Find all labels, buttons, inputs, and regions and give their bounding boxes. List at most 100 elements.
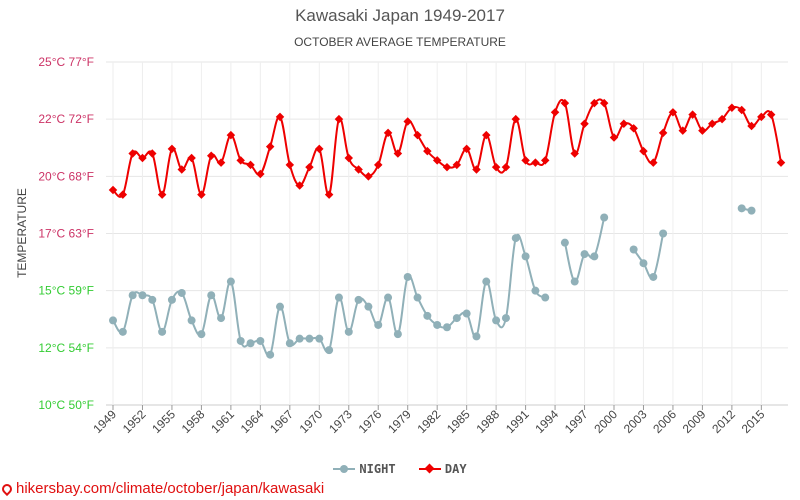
x-tick-label: 2009: [680, 407, 709, 436]
data-point-day: [393, 149, 403, 158]
y-tick-label: 17°C 63°F: [38, 227, 94, 241]
data-point-night: [482, 277, 491, 286]
data-point-day: [580, 119, 589, 128]
data-point-day: [206, 151, 216, 160]
data-point-night: [364, 302, 373, 311]
data-point-day: [531, 158, 540, 167]
x-tick-label: 1982: [415, 407, 444, 436]
data-point-night: [226, 277, 235, 286]
data-point-night: [138, 291, 147, 300]
data-point-night: [413, 293, 422, 302]
y-tick-label: 25°C 77°F: [38, 55, 94, 69]
data-point-day: [550, 108, 560, 117]
x-tick-label: 1958: [179, 407, 208, 436]
data-point-day: [295, 181, 304, 190]
data-point-night: [266, 350, 275, 359]
data-point-night: [246, 339, 255, 348]
x-tick-label: 1988: [473, 407, 502, 436]
data-point-day: [226, 130, 236, 140]
data-point-night: [187, 316, 196, 325]
data-point-night: [148, 295, 157, 304]
series-line-night: [632, 233, 665, 280]
data-point-night: [472, 332, 481, 341]
x-tick-label: 1976: [356, 407, 385, 436]
data-point-night: [590, 252, 599, 261]
data-point-day: [373, 160, 383, 170]
series-line-day: [112, 98, 782, 198]
data-point-day: [305, 162, 314, 172]
data-point-day: [275, 112, 285, 122]
data-point-night: [629, 245, 638, 254]
data-point-day: [383, 128, 393, 138]
x-tick-label: 2000: [591, 407, 620, 436]
data-point-night: [276, 302, 284, 311]
data-point-night: [256, 336, 265, 345]
data-point-day: [354, 165, 363, 174]
data-point-day: [472, 165, 481, 174]
data-point-night: [384, 293, 393, 302]
data-point-day: [776, 158, 786, 167]
data-point-night: [207, 291, 216, 300]
data-point-night: [374, 320, 383, 329]
x-tick-label: 1991: [503, 407, 532, 436]
data-point-night: [600, 213, 609, 222]
data-point-day: [462, 144, 471, 154]
source-url: hikersbay.com/climate/october/japan/kawa…: [16, 480, 325, 497]
data-point-day: [334, 114, 344, 124]
y-tick-label: 10°C 50°F: [38, 398, 94, 412]
data-point-night: [354, 295, 363, 304]
x-tick-label: 1967: [267, 407, 296, 436]
data-point-day: [364, 172, 373, 181]
data-point-day: [403, 117, 412, 126]
data-point-night: [462, 309, 471, 318]
chart-title: Kawasaki Japan 1949-2017: [295, 6, 505, 25]
data-point-night: [118, 327, 127, 336]
data-point-night: [177, 288, 186, 297]
data-point-night: [541, 293, 550, 302]
data-point-night: [433, 320, 442, 329]
x-tick-label: 1985: [444, 407, 473, 436]
data-point-night: [511, 234, 520, 243]
data-point-day: [256, 169, 265, 179]
chart-legend: NIGHT DAY: [0, 462, 800, 478]
legend-diamond-icon: [418, 463, 441, 475]
source-link[interactable]: hikersbay.com/climate/october/japan/kawa…: [0, 480, 325, 497]
legend-item-night[interactable]: NIGHT: [333, 462, 396, 476]
data-point-night: [521, 252, 530, 261]
map-pin-icon: [0, 481, 15, 497]
data-point-day: [482, 130, 491, 140]
x-tick-label: 2006: [650, 407, 679, 436]
data-point-night: [639, 259, 648, 268]
y-tick-label: 15°C 59°F: [38, 284, 94, 298]
data-point-night: [531, 286, 540, 295]
data-point-night: [109, 316, 117, 325]
x-tick-label: 1955: [149, 407, 178, 436]
x-tick-label: 1994: [532, 407, 561, 436]
data-point-night: [197, 330, 206, 339]
data-point-night: [492, 316, 501, 325]
x-tick-label: 2015: [739, 407, 768, 436]
data-point-day: [138, 153, 147, 163]
data-point-day: [540, 156, 550, 165]
data-point-day: [167, 144, 177, 154]
data-point-night: [393, 330, 402, 339]
y-tick-label: 22°C 72°F: [38, 112, 94, 126]
data-point-night: [580, 250, 589, 259]
data-point-day: [177, 165, 187, 174]
data-point-day: [236, 156, 245, 165]
data-point-night: [452, 314, 461, 323]
data-point-day: [118, 190, 128, 199]
x-tick-label: 2012: [709, 407, 738, 436]
data-point-night: [236, 336, 245, 345]
data-point-day: [423, 146, 432, 156]
legend-item-day[interactable]: DAY: [418, 462, 467, 476]
x-tick-label: 2003: [621, 407, 650, 436]
data-point-day: [108, 185, 118, 195]
data-point-night: [315, 334, 324, 343]
series-line-night: [112, 233, 546, 357]
data-point-night: [305, 334, 314, 343]
data-point-night: [560, 238, 569, 247]
temperature-chart: 10°C 50°F 12°C 54°F 15°C 59°F 17°C 63°F 20°C…: [38, 55, 788, 436]
data-point-night: [325, 346, 334, 355]
data-point-day: [452, 160, 462, 170]
